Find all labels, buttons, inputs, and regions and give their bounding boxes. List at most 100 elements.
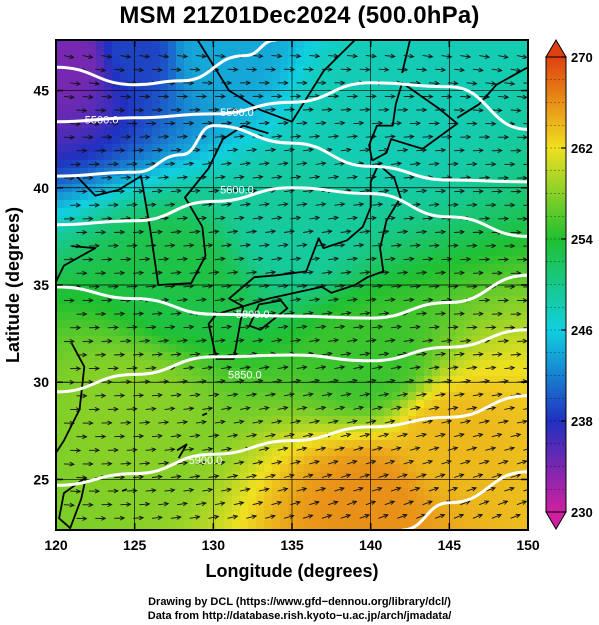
streamline [391,244,402,247]
streamline [346,420,357,424]
x-tick-label: 150 [516,537,540,553]
streamline-arrowhead [321,242,327,248]
streamline [227,515,238,519]
streamline [409,366,420,370]
streamline [391,366,402,370]
streamline [454,190,465,193]
streamline-arrowhead [145,379,151,385]
streamline [315,285,326,288]
streamline-arrowhead [182,297,189,303]
streamline [240,325,251,329]
streamline-arrowhead [371,459,377,465]
streamline [409,163,421,165]
streamline [195,55,207,57]
streamline-arrowhead [232,188,239,194]
streamline [183,448,194,451]
streamline-arrowhead [245,487,251,493]
streamline [120,340,131,342]
streamline [265,230,276,233]
streamline [334,406,345,410]
streamline-arrowhead [427,459,434,465]
streamline-arrowhead [226,406,233,411]
streamline-arrowhead [157,392,163,398]
streamline-arrowhead [477,473,484,478]
streamline [384,460,395,465]
streamline [133,149,144,152]
streamline-arrowhead [163,297,170,303]
streamline [516,95,527,98]
streamline-arrowhead [277,134,283,139]
streamline-arrowhead [283,487,289,492]
streamline-arrowhead [478,148,484,153]
streamline-arrowhead [510,202,516,208]
streamline [384,55,395,57]
streamline [491,68,502,72]
streamline-arrowhead [283,80,289,86]
streamline [491,393,502,397]
streamline-arrowhead [415,405,421,411]
x-axis-label: Longitude (degrees) [205,561,378,581]
streamline [416,312,427,315]
streamline-arrowhead [157,311,163,316]
streamline-arrowhead [345,473,352,479]
streamline-arrowhead [358,446,364,451]
streamline [340,433,351,438]
streamline-arrowhead [371,338,377,343]
streamline [416,271,427,274]
streamline-arrowhead [145,256,151,262]
streamline-arrowhead [529,285,533,289]
streamline-arrowhead [440,311,447,316]
streamline-arrowhead [113,202,119,208]
streamline [422,460,433,465]
streamline [233,380,244,383]
streamline-arrowhead [207,324,214,330]
streamline-arrowhead [478,351,484,357]
streamline-arrowhead [377,120,384,126]
streamline-arrowhead [371,215,377,221]
streamline [485,82,496,85]
streamline [359,68,370,71]
streamline [302,148,313,152]
streamline-arrowhead [82,229,88,235]
streamline-arrowhead [132,488,138,494]
streamline [221,285,232,288]
streamline-arrowhead [75,81,82,86]
streamline-arrowhead [69,216,75,222]
y-axis-label: Latitude (degrees) [3,207,23,363]
streamline-arrowhead [195,392,201,398]
streamline-arrowhead [176,392,182,398]
streamline-arrowhead [327,229,333,234]
streamline-arrowhead [484,175,491,181]
streamline [460,420,471,424]
streamline-arrowhead [384,147,390,153]
streamline-arrowhead [75,161,82,167]
streamline-arrowhead [490,405,497,411]
streamline-arrowhead [151,284,157,289]
streamline-arrowhead [163,53,170,59]
streamline-arrowhead [239,215,245,221]
streamline-arrowhead [383,392,390,397]
streamline [214,258,225,261]
streamline [114,190,125,193]
streamline [233,339,244,342]
streamline [271,55,282,57]
streamline-arrowhead [201,94,208,99]
streamline [447,406,458,410]
streamline [378,514,389,519]
streamline [252,339,263,342]
streamline-arrowhead [201,379,207,384]
streamline-arrowhead [459,311,466,317]
streamline-arrowhead [339,446,346,451]
streamline-arrowhead [270,473,277,479]
streamline [145,244,156,247]
streamline-arrowhead [422,107,428,113]
streamline [435,231,446,233]
streamline-arrowhead [226,161,233,166]
streamline [447,326,458,329]
streamline [384,258,395,261]
streamline-arrowhead [390,419,396,424]
streamline-arrowhead [465,378,472,384]
colorbar: 270 262 254 246 238 230 [545,39,593,530]
streamline [491,474,502,478]
streamline-arrowhead [182,256,189,262]
